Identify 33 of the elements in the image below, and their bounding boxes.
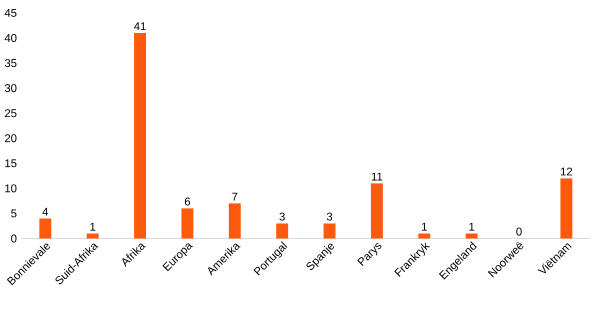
bar [276,223,288,238]
bar [181,208,194,238]
data-label: 1 [469,222,474,231]
bar [39,218,52,238]
bar [370,183,383,238]
data-label: 41 [134,22,146,30]
data-label: 11 [372,172,382,180]
data-label: 4 [42,208,48,216]
bar [324,223,336,238]
y-tick-label: 45 [4,8,16,17]
data-label: 1 [90,222,96,231]
data-label: 1 [422,222,427,231]
bar [418,233,430,238]
data-label: 3 [326,212,332,221]
data-label: 0 [516,228,522,236]
y-tick-label: 40 [4,34,16,42]
data-label: 12 [560,168,572,176]
data-label: 3 [279,212,285,221]
y-tick-label: 25 [4,109,16,118]
bar [228,203,241,238]
y-tick-label: 35 [4,59,16,68]
y-tick-label: 0 [11,234,17,242]
bar [560,178,572,238]
bar [466,233,478,238]
y-tick-label: 5 [11,210,16,218]
y-tick-label: 10 [5,184,16,192]
bar [86,233,99,238]
data-label: 6 [184,198,190,206]
y-tick-label: 30 [4,84,16,92]
y-tick-label: 15 [5,159,16,168]
y-tick-label: 20 [4,134,16,142]
bar [134,32,146,238]
data-label: 7 [232,192,238,200]
